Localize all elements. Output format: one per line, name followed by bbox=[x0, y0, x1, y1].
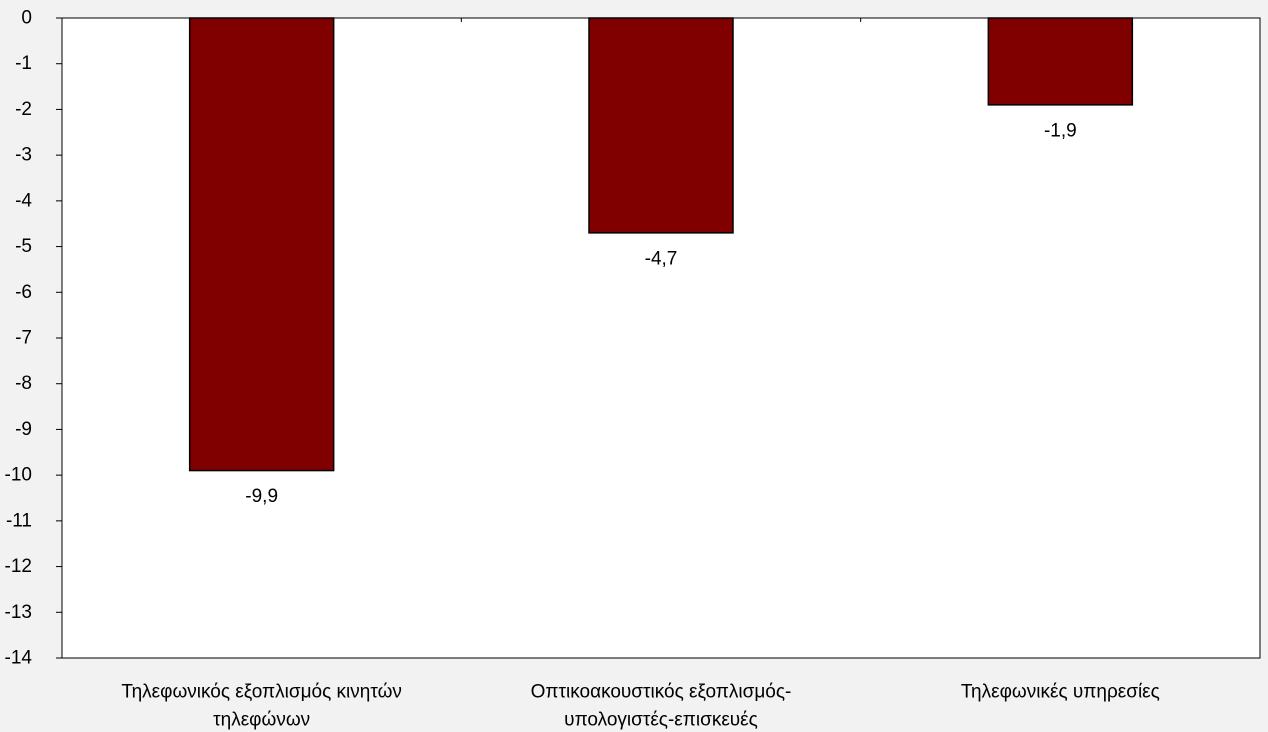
y-tick-label: -9 bbox=[15, 419, 32, 440]
y-tick-label: -10 bbox=[5, 465, 32, 486]
y-tick-label: -8 bbox=[15, 373, 32, 394]
x-category-label: Τηλεφωνικές υπηρεσίες bbox=[961, 682, 1160, 703]
bars-group bbox=[188, 17, 1134, 472]
bar bbox=[588, 17, 734, 234]
y-tick-label: -12 bbox=[5, 556, 32, 577]
bar bbox=[188, 17, 335, 472]
y-tick-label: -1 bbox=[15, 53, 32, 74]
data-label: -9,9 bbox=[245, 486, 278, 507]
data-labels-group: -9,9 -4,7 -1,9 bbox=[245, 120, 1076, 507]
x-category-label: Τηλεφωνικός εξοπλισμός κινητών bbox=[121, 682, 402, 703]
x-category-label: Οπτικοακουστικός εξοπλισμός- bbox=[531, 682, 792, 703]
y-tick-label: -2 bbox=[15, 99, 32, 120]
data-label: -1,9 bbox=[1044, 120, 1077, 141]
y-tick-label: -13 bbox=[5, 602, 32, 623]
y-tick-label: -14 bbox=[5, 648, 33, 669]
y-tick-label: -11 bbox=[6, 510, 32, 531]
data-label: -4,7 bbox=[645, 248, 678, 269]
y-tick-label: -6 bbox=[15, 282, 32, 303]
x-category-label: υπολογιστές-επισκευές bbox=[564, 710, 758, 731]
y-tick-label: -5 bbox=[15, 236, 32, 257]
y-tick-label: -4 bbox=[15, 190, 32, 211]
y-tick-label: 0 bbox=[21, 8, 32, 29]
x-category-label: τηλεφώνων bbox=[213, 710, 310, 731]
bar bbox=[987, 17, 1134, 106]
y-axis: 0 -1 -2 -3 -4 -5 -6 -7 -8 -9 -10 -11 -12 -13 -14 bbox=[5, 8, 62, 669]
y-tick-label: -7 bbox=[15, 328, 32, 349]
y-tick-label: -3 bbox=[15, 145, 32, 166]
x-axis: Τηλεφωνικός εξοπλισμός κινητών τηλεφώνων Ο… bbox=[121, 18, 1160, 731]
